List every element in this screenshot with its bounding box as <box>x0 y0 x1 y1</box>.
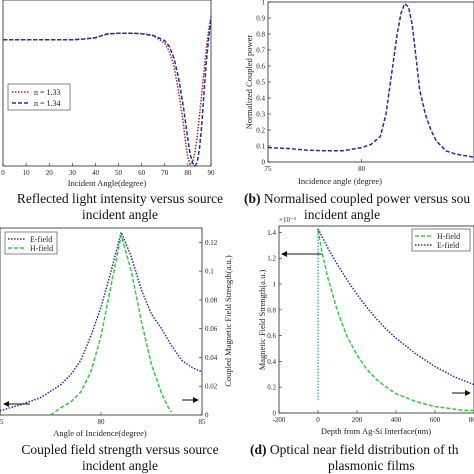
panel-a-plot-box <box>2 0 212 167</box>
y-tick-label: 0.6 <box>267 332 276 340</box>
x-tick-label: 60 <box>138 169 146 177</box>
panel-a-legend-box <box>7 83 71 111</box>
caption-d-label: (d) <box>250 442 267 457</box>
x-tick-label: 50 <box>115 169 123 177</box>
y-tick-label: 0.06 <box>205 325 218 333</box>
caption-b-text1: Normalised coupled power versus sou <box>263 191 471 206</box>
y-tick-label: 0.8 <box>267 306 276 314</box>
panel-c-xlabel: Angle of Incidence(degree) <box>53 428 147 438</box>
caption-b-label: (b) <box>244 191 261 206</box>
x-tick-label: 75 <box>265 165 273 173</box>
panel-d-legend: H-field E-field <box>411 228 471 252</box>
caption-c-line2: incident angle <box>81 458 159 473</box>
y-tick-label: 1 <box>262 0 266 7</box>
series-line-d-1 <box>317 229 474 412</box>
panel-d: 00.20.40.60.811.21.4 -2000200400600800 ×… <box>257 216 474 436</box>
legend-label-efield-c: E-field <box>30 235 52 244</box>
y-tick-label: 0.12 <box>205 239 218 247</box>
series-line-c-2 <box>50 234 173 416</box>
panel-d-plot-box <box>278 225 474 414</box>
y-tick-label: 0.9 <box>256 15 265 23</box>
y-tick-label: 0.3 <box>256 111 265 119</box>
x-tick-label: 75 <box>0 418 4 426</box>
y-tick-label: 0.4 <box>256 95 265 103</box>
x-tick-label: 20 <box>46 169 54 177</box>
legend-label-efield-d: E-field <box>437 241 459 250</box>
y-tick-label: 0 <box>273 410 277 418</box>
x-tick-label: 600 <box>430 416 441 424</box>
legend-label-hfield-d: H-field <box>437 232 460 241</box>
x-tick-label: -200 <box>273 416 286 424</box>
x-tick-label: 0 <box>1 169 5 177</box>
y-tick-label: 0.1 <box>205 268 214 276</box>
caption-a: Reflected light intensity versus source … <box>0 191 240 223</box>
caption-c-line1: Coupled field strength versus source <box>21 442 219 457</box>
panel-d-legend-box <box>411 228 471 252</box>
y-tick-label: 0.2 <box>256 127 265 135</box>
x-tick-label: 40 <box>92 169 100 177</box>
y-tick-label: 0.02 <box>205 383 218 391</box>
y-tick-label: 0 <box>205 412 209 420</box>
caption-b-line2: incident angle <box>304 207 381 222</box>
x-tick-label: 200 <box>352 416 363 424</box>
caption-d-line1: (d) Optical near field distribution of t… <box>250 442 474 458</box>
series-line-a-2 <box>3 18 212 168</box>
x-tick-label: 80 <box>358 165 366 173</box>
y-tick-label: 0.5 <box>256 79 265 87</box>
caption-b-line1: (b) Normalised coupled power versus sou <box>244 191 474 207</box>
y-tick-label: 1 <box>273 281 277 289</box>
caption-d-line2: plasmonic films <box>328 458 415 473</box>
y-tick-label: 0.8 <box>256 31 265 39</box>
caption-c: Coupled field strength versus source inc… <box>0 442 240 474</box>
x-tick-label: 400 <box>391 416 402 424</box>
x-tick-label: 80 <box>98 418 106 426</box>
panel-c-ylabel-right: Coupled Magnetic Field Strength(a.u.) <box>223 255 233 387</box>
panel-d-y-exponent: ×10⁻³ <box>279 216 296 224</box>
caption-d-text1: Optical near field distribution of th <box>269 442 459 457</box>
x-tick-label: 80 <box>184 169 192 177</box>
y-tick-label: 0.7 <box>256 47 265 55</box>
x-tick-label: 90 <box>208 169 216 177</box>
y-tick-label: 0.4 <box>267 358 276 366</box>
panel-a-legend: n = 1.33 n = 1.34 <box>7 83 71 111</box>
x-tick-label: 30 <box>69 169 77 177</box>
y-tick-label: 0.2 <box>267 384 276 392</box>
x-tick-label: 0 <box>316 416 320 424</box>
caption-a-line1: Reflected light intensity versus source <box>16 191 224 206</box>
x-tick-label: 800 <box>469 416 474 424</box>
panel-d-ylabel: Magnetic Field Strength(a.u.) <box>257 270 267 371</box>
x-tick-label: 10 <box>23 169 31 177</box>
y-tick-label: 0.04 <box>205 354 218 362</box>
y-tick-label: 0.6 <box>256 63 265 71</box>
legend-label-hfield-c: H-field <box>30 244 53 253</box>
panel-b: 0 0.1 0.2 0.3 0.4 0.5 0.6 0.7 0.8 0.9 1 75 80 Norma… <box>244 0 474 186</box>
series-line-d-2 <box>317 228 474 386</box>
y-tick-label: 0.08 <box>205 296 218 304</box>
panel-a-xlabel: Incident Angle(degree) <box>68 178 147 188</box>
panel-c-legend: E-field H-field <box>4 231 58 255</box>
series-line-b-1 <box>267 2 474 158</box>
panel-b-plot-box <box>267 1 474 163</box>
y-tick-label: 0.1 <box>256 143 265 151</box>
caption-d: (d) Optical near field distribution of t… <box>250 442 474 474</box>
panel-d-xlabel: Depth from Ag-Si Interface(nm) <box>321 426 431 436</box>
series-line-c-1 <box>0 229 203 412</box>
panel-c-plot-box <box>0 227 203 416</box>
y-tick-label: 0 <box>262 159 266 167</box>
legend-label-n134: n = 1.34 <box>34 99 61 108</box>
panel-c: 75 80 85 0 0.02 0.04 0.06 0.08 0.1 0.12 E-field … <box>0 227 233 438</box>
panel-b-xlabel: Incidence angle (degree) <box>298 176 382 186</box>
caption-b: (b) Normalised coupled power versus sou … <box>244 191 474 223</box>
x-tick-label: 85 <box>199 418 207 426</box>
y-tick-label: 1.2 <box>267 255 276 263</box>
x-tick-label: 70 <box>161 169 169 177</box>
panel-a: 0 10 20 30 40 50 60 70 80 90 n = 1.33 n = 1.34 In… <box>1 0 215 188</box>
legend-label-n133: n = 1.33 <box>34 88 61 97</box>
y-tick-label: 1.4 <box>267 229 276 237</box>
caption-a-line2: incident angle <box>81 207 159 222</box>
panel-b-ylabel: Normalized Coupled power <box>244 35 254 130</box>
